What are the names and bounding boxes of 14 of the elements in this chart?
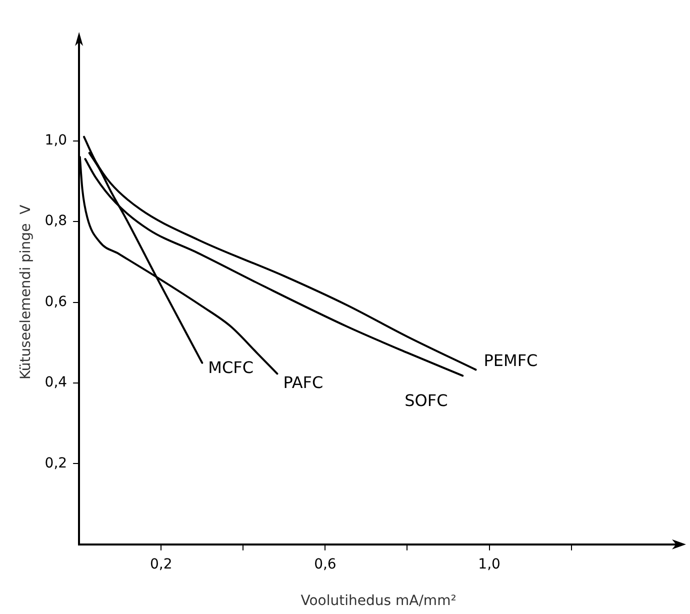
x-tick-label: 0,2: [150, 556, 172, 572]
y-axis-title: Kütuseelemendi pinge V: [18, 204, 34, 380]
series-label: PAFC: [283, 372, 324, 392]
series-label: SOFC: [404, 390, 448, 410]
x-tick-label: 1,0: [478, 556, 500, 572]
x-axis-title: Voolutihedus mA/mm²: [300, 593, 456, 610]
y-tick-label: 0,2: [44, 455, 68, 472]
series-label: MCFC: [208, 358, 254, 377]
y-tick-label: 1,0: [44, 132, 68, 149]
y-tick-label: 0,4: [44, 374, 68, 391]
series-label: PEMFC: [484, 350, 538, 370]
x-tick-label: 0,6: [314, 556, 336, 572]
y-tick-label: 0,8: [44, 213, 68, 230]
y-tick-label: 0,6: [44, 294, 68, 310]
